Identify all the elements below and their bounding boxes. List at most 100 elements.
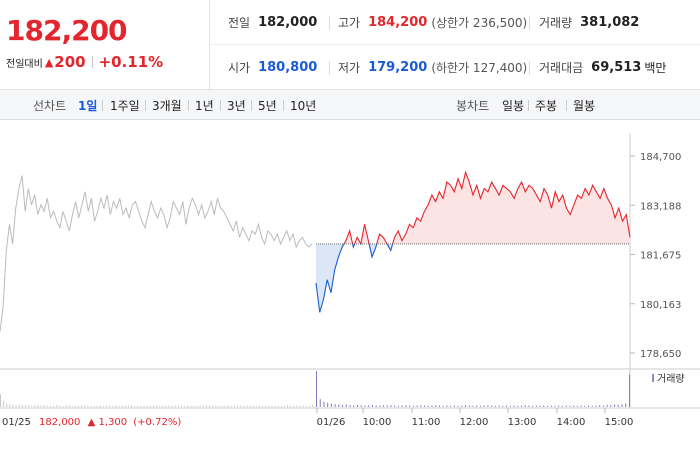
x-tick-label: 01/26 bbox=[317, 417, 346, 428]
volume-bar-today bbox=[438, 405, 440, 407]
stat-unit: 백만 bbox=[644, 61, 667, 75]
volume-bar-prev bbox=[156, 405, 157, 407]
x-tick-label: 15:00 bbox=[605, 417, 634, 428]
volume-bar-prev bbox=[59, 405, 61, 407]
volume-bar-prev bbox=[53, 405, 55, 407]
volume-legend-swatch bbox=[652, 374, 654, 382]
volume-bar-prev bbox=[227, 405, 229, 407]
prev-day-rate: (+0.72%) bbox=[133, 417, 181, 428]
change-rate: +0.11% bbox=[98, 53, 164, 71]
divider bbox=[528, 100, 529, 111]
volume-bar-prev bbox=[205, 405, 207, 407]
volume-bar-today bbox=[561, 405, 563, 407]
volume-bar-prev bbox=[274, 405, 276, 407]
prev-day-label: 01/25 182,000 ▲ 1,300 (+0.72%) bbox=[2, 417, 181, 428]
volume-bar-today bbox=[584, 405, 586, 407]
volume-bar-prev bbox=[237, 405, 239, 407]
volume-bar-prev bbox=[234, 405, 235, 407]
volume-bar-prev bbox=[124, 405, 126, 407]
volume-bar-prev bbox=[262, 405, 264, 407]
stat-high: 고가 184,200 (상한가 236,500) bbox=[338, 0, 527, 45]
volume-bar-prev bbox=[78, 405, 79, 407]
volume-bar-prev bbox=[243, 405, 245, 407]
stat-label: 고가 bbox=[338, 16, 361, 30]
volume-bar-today bbox=[591, 405, 593, 407]
volume-bar-prev bbox=[18, 404, 20, 407]
volume-bar-prev bbox=[34, 405, 36, 407]
volume-bar-today bbox=[539, 405, 541, 407]
volume-bar-today bbox=[360, 405, 362, 407]
volume-bar-today bbox=[483, 405, 485, 407]
volume-bar-today bbox=[506, 405, 508, 407]
stat-value: 69,513 bbox=[591, 60, 642, 75]
tab-weekly-candle[interactable]: 주봉 bbox=[535, 99, 558, 113]
volume-bar-prev bbox=[168, 405, 170, 407]
volume-bar-prev bbox=[230, 405, 232, 407]
volume-bar-prev bbox=[137, 405, 139, 407]
volume-bar-prev bbox=[43, 405, 45, 407]
volume-bar-today bbox=[576, 405, 578, 407]
tab-daily-candle[interactable]: 일봉 bbox=[502, 99, 525, 113]
volume-bar-today bbox=[569, 405, 571, 407]
volume-bar-today bbox=[602, 405, 604, 407]
volume-bar-today bbox=[494, 405, 496, 407]
volume-bar-prev bbox=[187, 405, 189, 407]
volume-bar-today bbox=[435, 405, 437, 407]
volume-bar-prev bbox=[308, 405, 310, 407]
volume-bar-today bbox=[517, 405, 519, 407]
volume-bar-today bbox=[349, 404, 351, 407]
volume-bar-prev bbox=[81, 405, 83, 407]
volume-bar-prev bbox=[224, 405, 226, 407]
volume-bar-prev bbox=[99, 405, 101, 407]
tab-monthly-candle[interactable]: 월봉 bbox=[573, 99, 596, 113]
tab-5years[interactable]: 5년 bbox=[258, 99, 277, 113]
tab-3months[interactable]: 3개월 bbox=[152, 99, 182, 113]
volume-bar-prev bbox=[9, 404, 11, 407]
volume-bar-prev bbox=[84, 405, 86, 407]
volume-bar-prev bbox=[71, 405, 73, 407]
volume-bar-today bbox=[461, 405, 463, 407]
volume-bar-today bbox=[427, 405, 429, 407]
volume-bar-today bbox=[409, 405, 411, 407]
divider bbox=[220, 100, 221, 111]
volume-bar-today bbox=[405, 405, 407, 407]
volume-bar-prev bbox=[90, 405, 92, 407]
stats-row-2: 시가 180,800 저가 179,200 (하한가 127,400) 거래대금… bbox=[211, 45, 700, 90]
divider bbox=[188, 100, 189, 111]
volume-bar-prev bbox=[190, 405, 192, 407]
x-tick-label: 14:00 bbox=[557, 417, 586, 428]
volume-bar-prev bbox=[40, 405, 42, 407]
volume-bar-today bbox=[472, 405, 474, 407]
volume-bar-prev bbox=[252, 405, 254, 407]
tab-1week[interactable]: 1주일 bbox=[110, 99, 140, 113]
stat-value: 184,200 bbox=[368, 15, 428, 30]
stat-label: 시가 bbox=[228, 61, 251, 75]
change-line: 전일대비 ▲ 200 +0.11% bbox=[6, 53, 163, 71]
volume-bar-today bbox=[580, 405, 582, 407]
volume-bar-today bbox=[442, 405, 444, 407]
volume-bar-today bbox=[371, 404, 373, 407]
volume-bar-today bbox=[323, 401, 325, 407]
volume-bar-today bbox=[629, 374, 630, 407]
tab-1day[interactable]: 1일 bbox=[78, 99, 98, 113]
divider bbox=[251, 100, 252, 111]
divider bbox=[566, 100, 567, 111]
volume-bar-today bbox=[554, 405, 556, 407]
change-label: 전일대비 bbox=[6, 58, 43, 70]
stat-label: 거래대금 bbox=[539, 61, 584, 75]
tab-1year[interactable]: 1년 bbox=[195, 99, 214, 113]
stat-label: 거래량 bbox=[539, 16, 573, 30]
price-box: 182,200 전일대비 ▲ 200 +0.11% bbox=[0, 0, 210, 90]
volume-bar-today bbox=[606, 404, 608, 407]
volume-bar-prev bbox=[37, 404, 39, 407]
volume-bar-prev bbox=[96, 405, 98, 407]
volume-bar-prev bbox=[109, 405, 111, 407]
volume-bar-today bbox=[338, 404, 340, 407]
volume-bar-today bbox=[573, 405, 575, 407]
volume-bar-prev bbox=[112, 405, 114, 407]
x-tick-label: 13:00 bbox=[508, 417, 537, 428]
tab-10years[interactable]: 10년 bbox=[290, 99, 317, 113]
tab-3years[interactable]: 3년 bbox=[227, 99, 246, 113]
volume-bar-prev bbox=[280, 405, 282, 407]
